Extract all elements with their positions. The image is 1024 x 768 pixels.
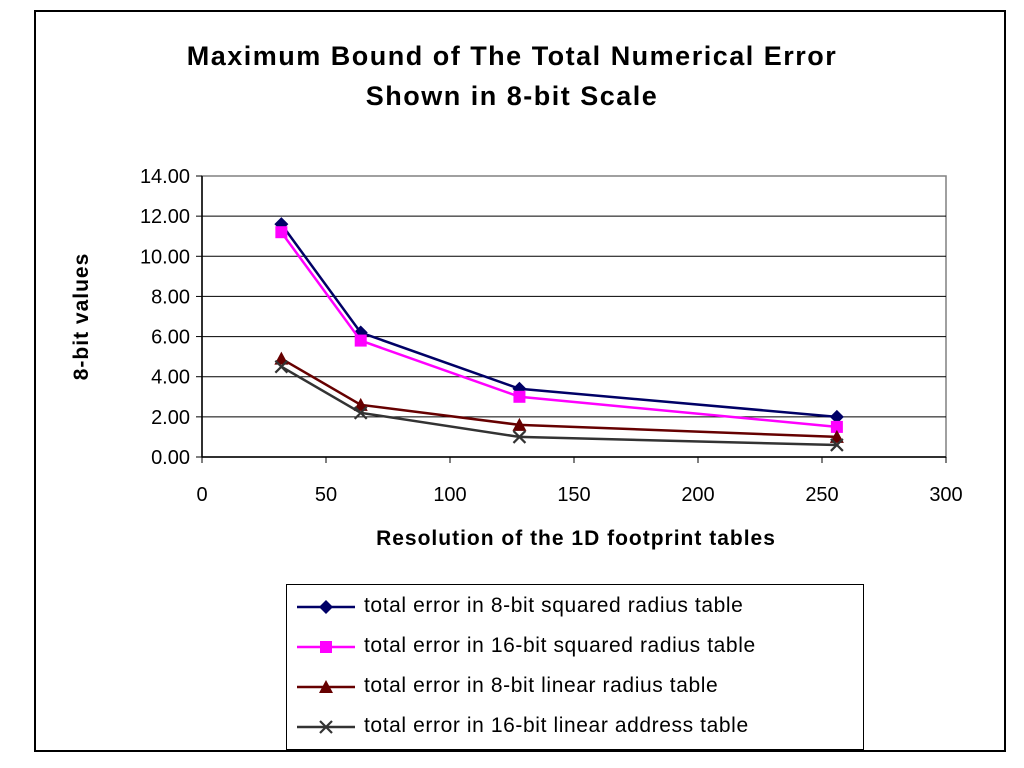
data-point <box>354 334 367 347</box>
legend-item: total error in 8-bit linear radius table <box>287 667 863 707</box>
legend-swatch <box>297 641 355 653</box>
legend-label: total error in 16-bit squared radius tab… <box>364 634 756 657</box>
legend-swatch <box>297 720 355 734</box>
y-tick-label: 10.00 <box>140 246 190 268</box>
x-tick-label: 0 <box>196 484 207 506</box>
series-line <box>280 365 837 447</box>
marker-x-stroke <box>319 720 333 734</box>
x-tick-label: 300 <box>929 484 962 506</box>
legend-label: total error in 16-bit linear address tab… <box>364 714 749 737</box>
legend-marker <box>319 680 333 693</box>
data-point <box>512 430 527 444</box>
y-tick-label: 6.00 <box>151 327 190 349</box>
legend-item: total error in 16-bit linear address tab… <box>287 707 863 747</box>
legend-label: total error in 8-bit squared radius tabl… <box>364 594 744 617</box>
y-tick-label: 12.00 <box>140 206 190 228</box>
series-2 <box>275 226 843 433</box>
legend: total error in 8-bit squared radius tabl… <box>286 584 864 750</box>
marker-x-stroke <box>274 359 289 374</box>
data-point <box>275 226 288 239</box>
data-point <box>513 390 526 403</box>
x-tick-label: 250 <box>805 484 838 506</box>
legend-swatch <box>297 680 355 693</box>
legend-marker <box>320 641 332 653</box>
legend-swatch <box>297 600 355 614</box>
x-tick-label: 150 <box>557 484 590 506</box>
y-tick-label: 14.00 <box>140 166 190 188</box>
series-line <box>280 357 837 439</box>
data-point <box>829 409 844 424</box>
y-tick-label: 4.00 <box>151 367 190 389</box>
marker-x-stroke <box>830 438 844 452</box>
data-point <box>274 359 289 374</box>
series-4 <box>274 359 844 452</box>
marker-x-stroke <box>353 406 368 420</box>
chart-title: Maximum Bound of The Total Numerical Err… <box>0 36 1024 116</box>
x-tick-label: 50 <box>315 484 337 506</box>
legend-marker <box>319 720 333 734</box>
data-point <box>830 420 843 433</box>
y-tick-label: 2.00 <box>151 407 190 429</box>
x-tick-label: 100 <box>433 484 466 506</box>
data-point <box>829 429 844 443</box>
y-tick-label: 8.00 <box>151 286 190 308</box>
x-tick-label: 200 <box>681 484 714 506</box>
series-line <box>280 223 837 419</box>
data-point <box>353 397 368 411</box>
legend-item: total error in 16-bit squared radius tab… <box>287 627 863 667</box>
data-point <box>512 417 527 431</box>
plot-area <box>201 175 947 458</box>
data-point <box>274 351 289 365</box>
x-axis-title: Resolution of the 1D footprint tables <box>376 527 776 550</box>
series-3 <box>274 351 844 443</box>
y-tick-label: 0.00 <box>151 447 190 469</box>
chart-title-line-2: Shown in 8-bit Scale <box>365 81 659 111</box>
series-line <box>280 231 837 429</box>
y-axis-title: 8-bit values <box>70 253 93 381</box>
legend-item: total error in 8-bit squared radius tabl… <box>287 587 863 627</box>
legend-label: total error in 8-bit linear radius table <box>364 674 719 697</box>
data-point <box>830 438 844 452</box>
chart-title-line-1: Maximum Bound of The Total Numerical Err… <box>186 41 838 71</box>
marker-x-stroke <box>512 430 527 444</box>
data-point <box>353 406 368 420</box>
legend-marker <box>319 600 333 614</box>
